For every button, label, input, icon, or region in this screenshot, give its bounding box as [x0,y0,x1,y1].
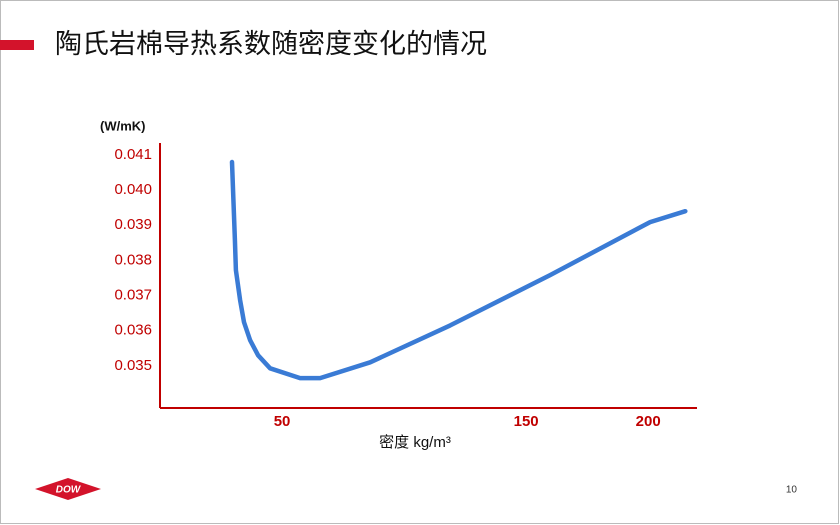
logo-shape [35,478,101,500]
y-tick-label: 0.037 [114,287,152,304]
y-axis-label: (W/mK) [100,118,146,133]
title-bar [0,40,34,50]
y-tick-label: 0.039 [114,216,152,233]
chart-title: 陶氏岩棉导热系数随密度变化的情况 [55,29,487,59]
x-tick-label: 50 [274,413,291,430]
y-tick-label: 0.036 [114,322,152,339]
y-tick-label: 0.041 [114,146,152,163]
y-tick-label: 0.040 [114,181,152,198]
logo-text: DOW [56,485,82,496]
data-line [229,159,688,381]
y-tick-label: 0.038 [114,251,152,268]
page-number: 10 [786,485,798,496]
x-tick-label: 200 [636,413,661,430]
x-tick-label: 150 [514,413,539,430]
y-tick-label: 0.035 [114,357,152,374]
x-axis-label: 密度 kg/m³ [379,434,451,451]
